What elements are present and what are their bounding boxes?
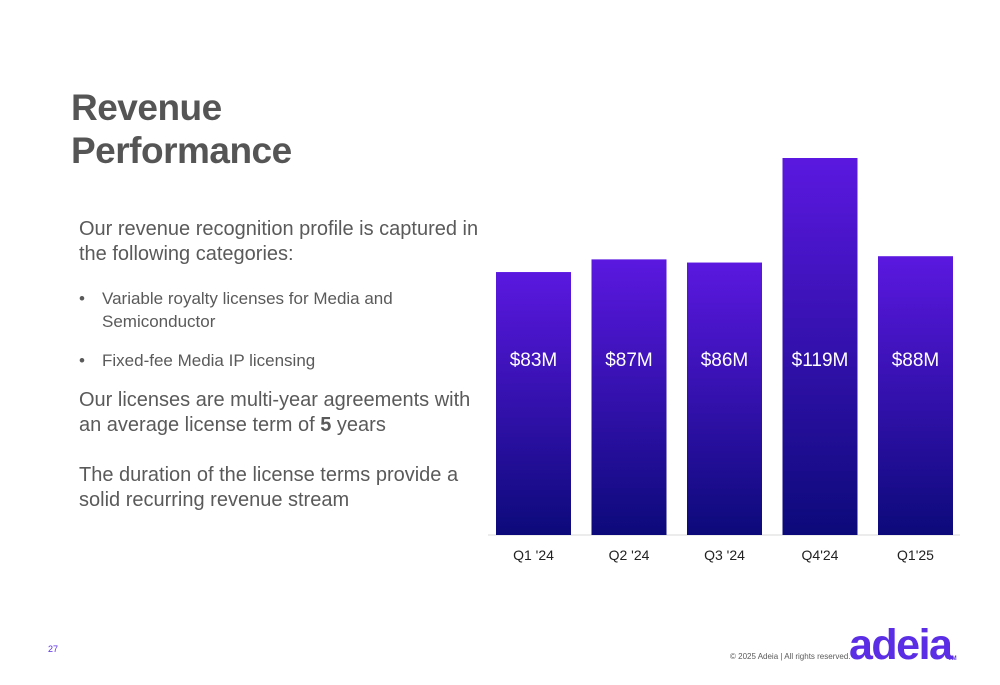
bar-value-label: $83M [510, 350, 558, 371]
license-term-paragraph: Our licenses are multi-year agreements w… [79, 388, 479, 438]
intro-paragraph: Our revenue recognition profile is captu… [79, 218, 479, 265]
license-term-prefix: Our licenses are multi-year agreements w… [79, 389, 471, 436]
bar-2 [591, 259, 667, 535]
recurring-revenue-paragraph: The duration of the license terms provid… [79, 464, 459, 511]
bar-value-label: $119M [792, 350, 849, 371]
bullet-icon: • [79, 289, 85, 308]
title-line-1: Revenue [71, 87, 222, 128]
license-term-suffix: years [331, 414, 386, 436]
revenue-chart: $83M Q1 '24 $87M Q2 '24 $86M Q3 '24 $119M Q4'24… [470, 130, 980, 580]
bar-4 [782, 158, 858, 535]
revenue-bar-chart: $83M Q1 '24 $87M Q2 '24 $86M Q3 '24 $119M Q4'24… [488, 158, 960, 563]
bullet-icon: • [79, 351, 85, 370]
page-title: Revenue Performance [71, 86, 292, 172]
copyright-text: © 2025 Adeia | All rights reserved. [730, 652, 851, 661]
list-item-text: Variable royalty licenses for Media and … [102, 289, 393, 331]
bar-value-label: $86M [701, 350, 749, 371]
title-line-2: Performance [71, 130, 292, 171]
x-tick-label: Q4'24 [802, 547, 839, 563]
x-tick-label: Q2 '24 [609, 547, 650, 563]
x-tick-label: Q1'25 [897, 547, 934, 563]
bar-5 [878, 256, 953, 535]
description-block: Our revenue recognition profile is captu… [79, 217, 479, 513]
category-list: • Variable royalty licenses for Media an… [79, 287, 479, 372]
x-tick-label: Q3 '24 [704, 547, 745, 563]
bar-value-label: $88M [892, 350, 940, 371]
list-item: • Fixed-fee Media IP licensing [79, 349, 479, 372]
license-term-value: 5 [320, 414, 332, 436]
bar-3 [687, 262, 762, 535]
bar-value-label: $87M [605, 350, 653, 371]
page-number: 27 [48, 644, 59, 654]
list-item: • Variable royalty licenses for Media an… [79, 287, 479, 333]
adeia-logo: adeia [849, 621, 953, 669]
x-tick-label: Q1 '24 [513, 547, 554, 563]
list-item-text: Fixed-fee Media IP licensing [102, 351, 316, 370]
trademark-mark: TM [948, 656, 957, 662]
bar-1 [496, 272, 571, 535]
